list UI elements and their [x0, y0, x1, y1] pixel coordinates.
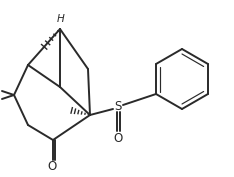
Text: O: O: [47, 161, 57, 173]
Text: O: O: [113, 132, 123, 144]
Text: H: H: [57, 14, 65, 24]
Text: S: S: [114, 101, 122, 113]
